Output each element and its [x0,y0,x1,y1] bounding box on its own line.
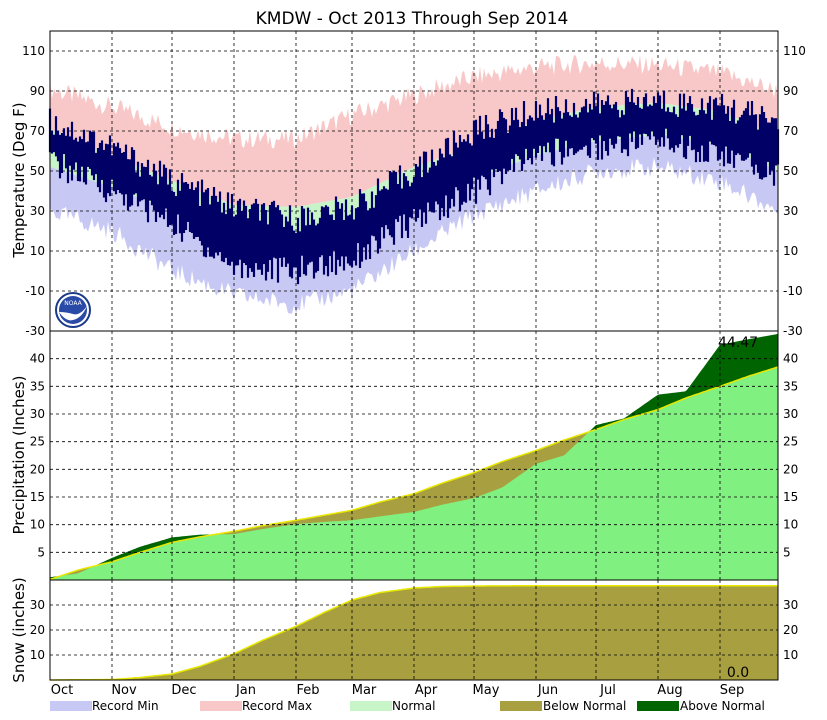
y-tick-label-right: 90 [783,84,798,98]
legend-swatch [350,701,392,711]
y-tick-label-right: 10 [783,518,798,532]
y-tick-label-right: 20 [783,623,798,637]
month-label: Nov [111,683,137,698]
y-tick-label-left: 50 [30,164,45,178]
month-label: Mar [352,683,377,698]
temperature-panel: -30 -30 -10 -10 10 10 30 30 50 50 70 70 90 90 110 110 Te… [10,30,806,338]
y-tick-label-left: 110 [22,44,45,58]
y-axis-label: Precipitation (Inches) [10,376,28,535]
y-tick-label-right: 110 [783,44,806,58]
y-tick-label-right: 30 [783,204,798,218]
y-axis-label: Snow (inches) [10,577,28,682]
month-label: Sep [720,683,745,698]
y-tick-label-left: 30 [30,598,45,612]
snow-below-normal-area [50,585,778,680]
y-tick-label-left: 5 [37,545,45,559]
precip-total-label: 44.47 [718,335,758,351]
y-tick-label-right: -30 [783,324,803,338]
snow-total-label: 0.0 [727,665,749,681]
y-tick-label-right: 35 [783,379,798,393]
y-tick-label-right: 30 [783,598,798,612]
legend-swatch [50,701,92,711]
legend-item: Below Normal [500,699,626,713]
legend-swatch [200,701,242,711]
month-label: Jul [599,683,616,698]
month-label: Apr [415,683,438,698]
y-tick-label-left: 40 [30,352,45,366]
y-tick-label-right: 5 [783,545,791,559]
noaa-logo-icon: NOAA [55,292,91,328]
legend-swatch [500,701,542,711]
y-tick-label-right: 25 [783,435,798,449]
y-tick-label-left: 70 [30,124,45,138]
y-axis-label: Temperature (Deg F) [10,102,28,258]
y-tick-label-left: 25 [30,435,45,449]
precip-above-normal-area [50,333,778,580]
y-tick-label-right: 70 [783,124,798,138]
legend-item: Normal [350,699,435,713]
y-tick-label-right: -10 [783,284,803,298]
month-label: Oct [51,683,73,698]
month-label: Jun [537,683,558,698]
y-tick-label-left: 10 [30,518,45,532]
y-tick-label-left: 35 [30,379,45,393]
legend-label: Record Max [242,699,312,713]
noaa-logo-text: NOAA [64,300,82,307]
y-tick-label-right: 50 [783,164,798,178]
snow-frame [49,579,779,681]
legend-item: Record Min [50,699,159,713]
y-tick-label-left: 10 [30,648,45,662]
legend-label: Normal [392,699,435,713]
y-tick-label-left: 10 [30,244,45,258]
month-labels: Oct Nov Dec Jan Feb Mar Apr May Jun Jul Aug Sep [51,683,745,698]
chart-title: KMDW - Oct 2013 Through Sep 2014 [256,9,569,29]
legend-item: Above Normal [637,699,765,713]
legend-swatch [637,701,679,711]
month-label: Feb [296,683,319,698]
y-tick-label-left: 15 [30,490,45,504]
y-tick-label-right: 30 [783,407,798,421]
month-label: Aug [657,683,682,698]
y-tick-label-right: 15 [783,490,798,504]
month-label: May [473,683,500,698]
y-tick-label-left: 20 [30,623,45,637]
y-tick-label-right: 10 [783,648,798,662]
y-tick-label-right: 20 [783,462,798,476]
y-tick-label-left: 30 [30,204,45,218]
precip-observed-area [50,367,778,580]
legend: Record Min Record Max Normal Below Normal Ab… [50,699,765,713]
y-tick-label-left: 30 [30,407,45,421]
legend-label: Record Min [92,699,159,713]
y-tick-label-left: 90 [30,84,45,98]
month-label: Dec [171,683,196,698]
y-tick-label-left: -30 [25,324,45,338]
y-tick-label-right: 40 [783,352,798,366]
y-tick-label-left: 20 [30,462,45,476]
y-tick-label-right: 10 [783,244,798,258]
legend-label: Below Normal [543,699,626,713]
observed-temperature-bars [48,88,780,285]
month-label: Jan [235,683,256,698]
legend-item: Record Max [200,699,312,713]
legend-label: Above Normal [680,699,765,713]
y-tick-label-left: -10 [25,284,45,298]
